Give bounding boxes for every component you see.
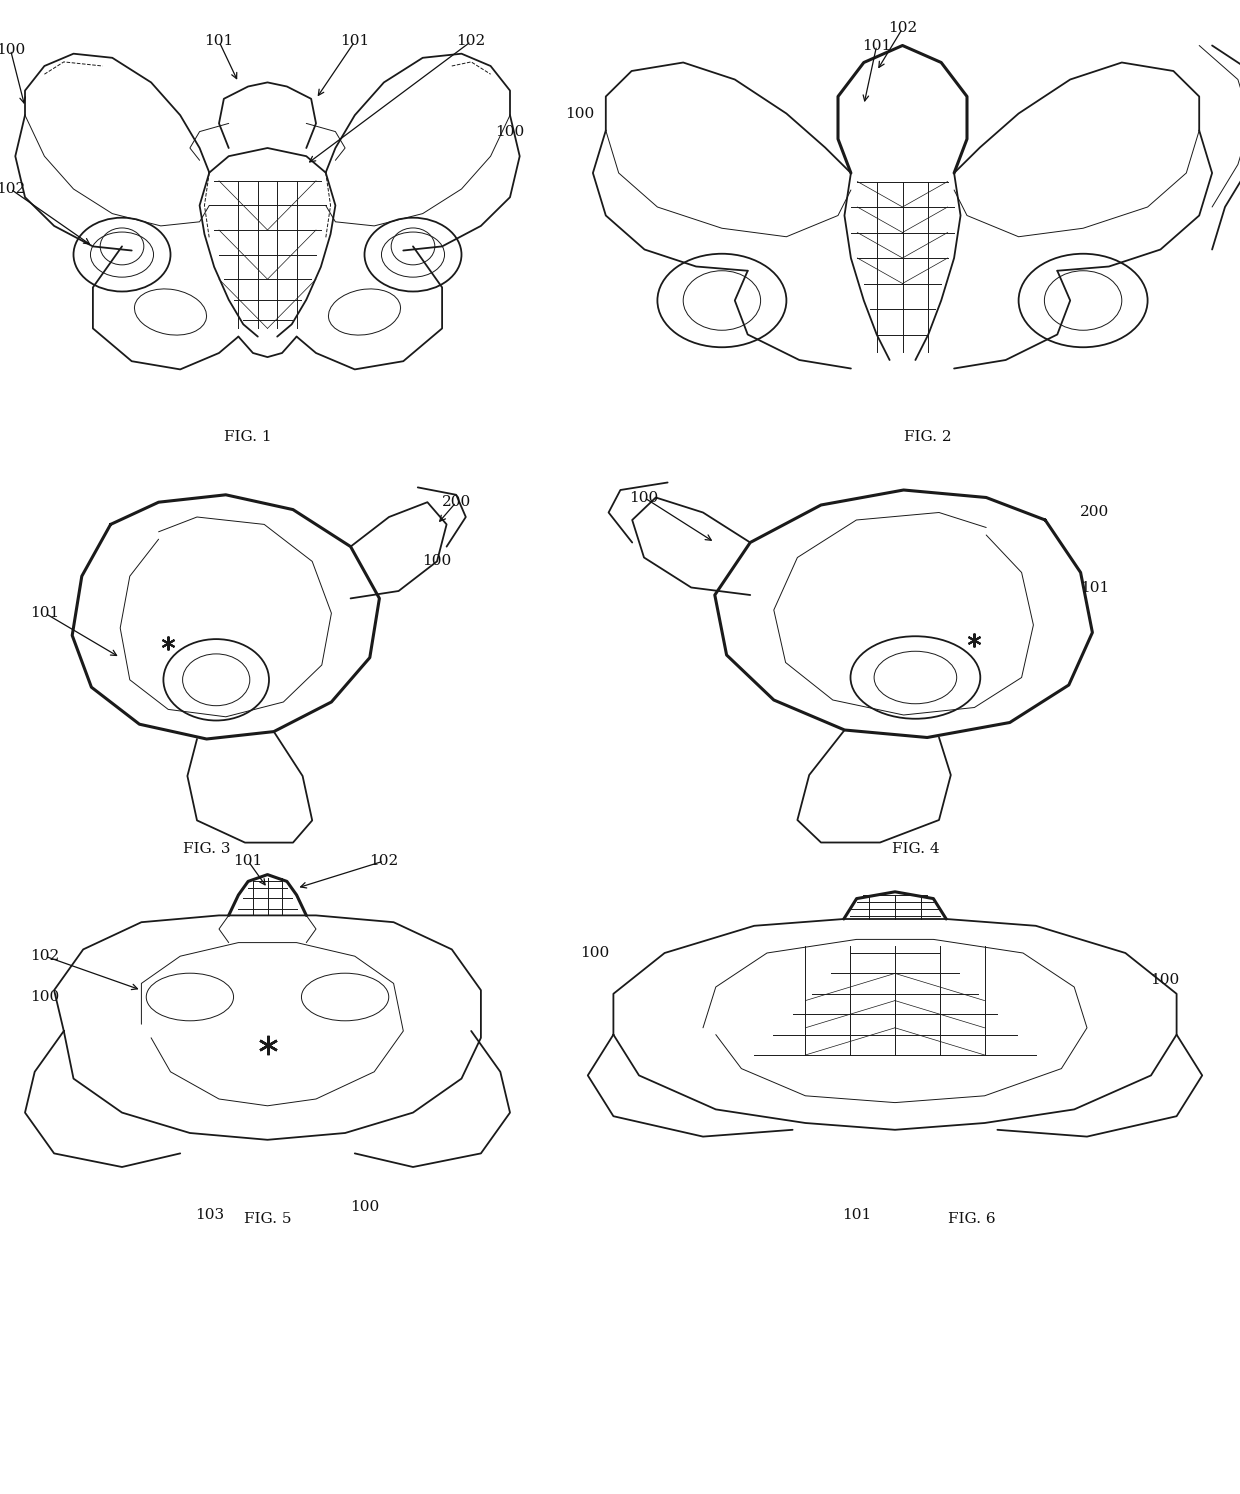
Text: FIG. 3: FIG. 3 (182, 843, 231, 856)
Text: 102: 102 (888, 21, 918, 36)
Text: 101: 101 (842, 1209, 872, 1222)
Text: 101: 101 (205, 34, 233, 48)
Text: 100: 100 (30, 991, 60, 1004)
Text: 101: 101 (862, 39, 892, 52)
Text: 102: 102 (456, 34, 486, 48)
Text: FIG. 4: FIG. 4 (892, 843, 939, 856)
Text: 200: 200 (1080, 505, 1110, 520)
Text: 100: 100 (350, 1200, 379, 1215)
Text: FIG. 5: FIG. 5 (244, 1212, 291, 1227)
Text: FIG. 1: FIG. 1 (224, 430, 272, 444)
Text: 101: 101 (1080, 581, 1110, 595)
Text: FIG. 2: FIG. 2 (904, 430, 952, 444)
Text: 103: 103 (195, 1209, 224, 1222)
Text: 100: 100 (495, 124, 525, 139)
Text: 102: 102 (370, 855, 398, 868)
Text: 102: 102 (30, 949, 60, 964)
Text: 200: 200 (441, 495, 471, 509)
Text: 100: 100 (1151, 973, 1179, 988)
Text: 100: 100 (580, 946, 610, 961)
Text: 100: 100 (630, 490, 658, 505)
Text: 102: 102 (0, 182, 25, 196)
Text: 100: 100 (0, 43, 25, 57)
Text: 100: 100 (423, 554, 451, 568)
Text: 100: 100 (565, 106, 595, 121)
Text: FIG. 6: FIG. 6 (949, 1212, 996, 1227)
Text: 101: 101 (340, 34, 370, 48)
Text: 101: 101 (30, 607, 60, 620)
Text: 101: 101 (233, 855, 263, 868)
